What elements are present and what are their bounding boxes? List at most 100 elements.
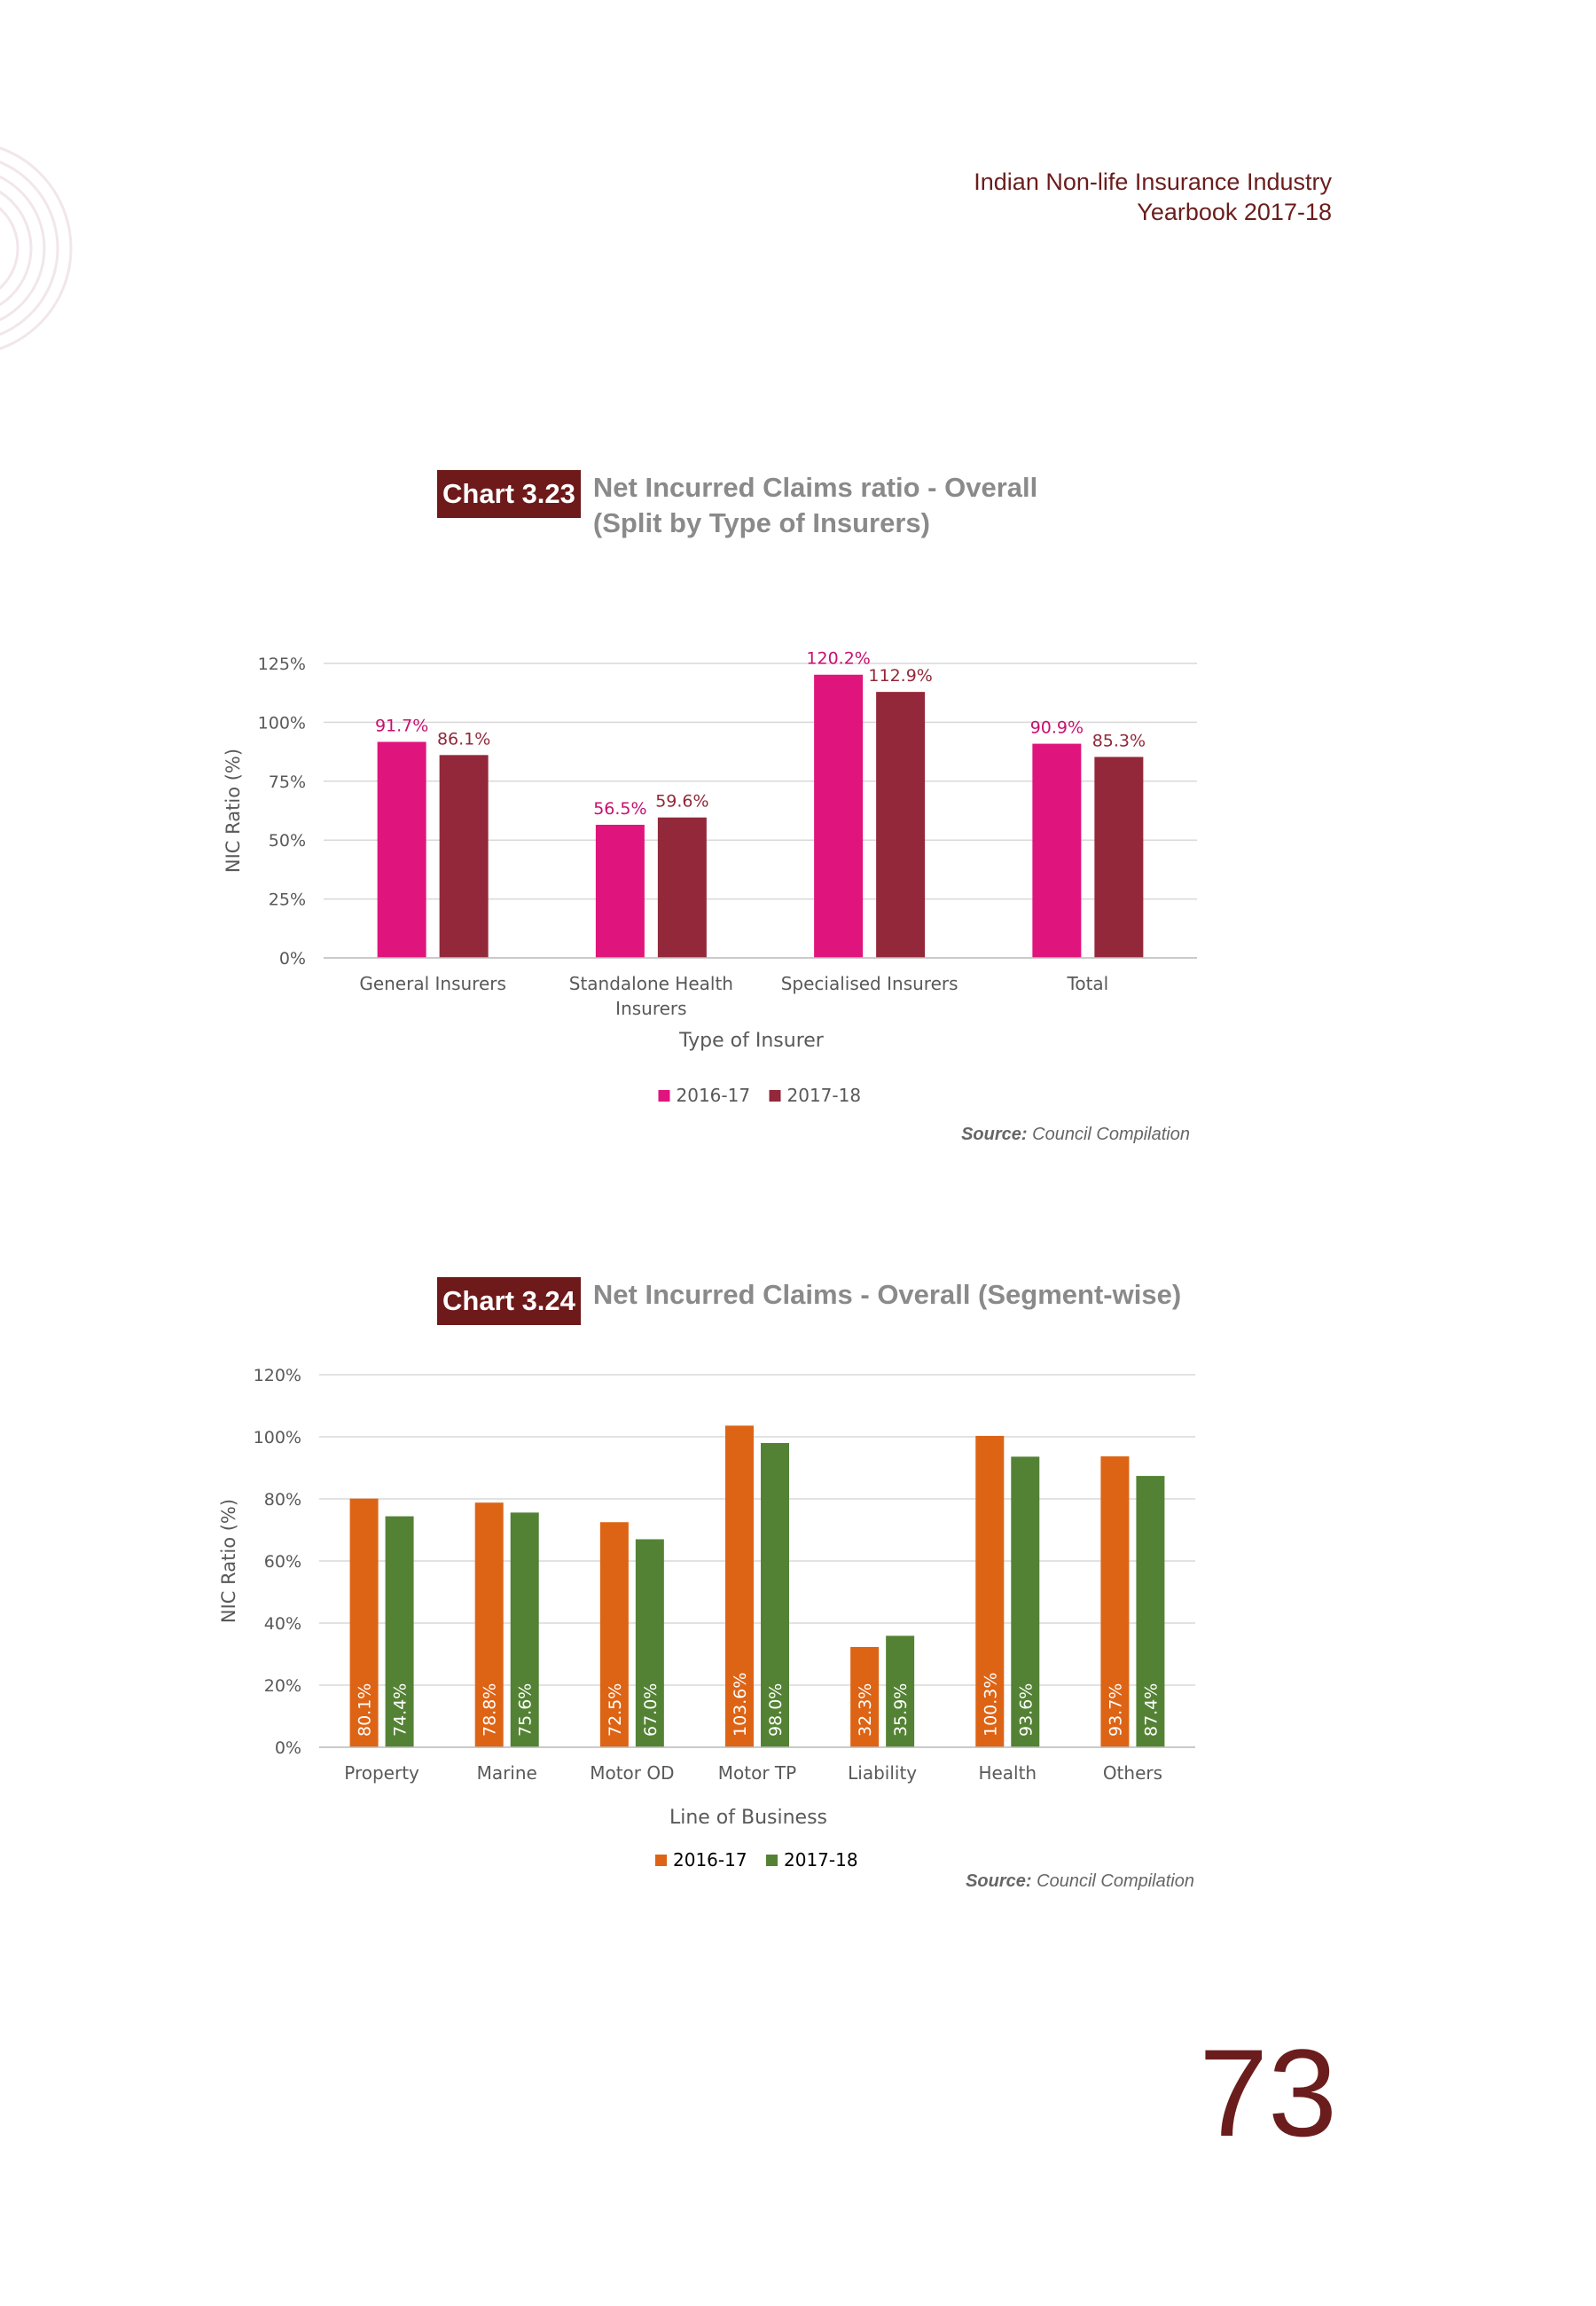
chart1-legend-swatch bbox=[769, 1090, 781, 1102]
chart1-bar bbox=[377, 741, 426, 958]
chart2-legend-label: 2017-18 bbox=[784, 1849, 858, 1871]
chart2-data-label: 67.0% bbox=[641, 1683, 661, 1737]
chart1-ytick-label: 25% bbox=[269, 890, 306, 910]
chart1-xlabel: Type of Insurer bbox=[678, 1030, 825, 1052]
chart2-data-label: 93.7% bbox=[1106, 1683, 1125, 1737]
chart1-data-label: 56.5% bbox=[593, 799, 646, 819]
chart2-bar bbox=[385, 1516, 414, 1747]
chart2-category-label: Health bbox=[978, 1762, 1037, 1784]
chart1-data-label: 86.1% bbox=[437, 729, 490, 749]
chart1-ylabel: NIC Ratio (%) bbox=[223, 749, 244, 873]
chart2-ytick-label: 100% bbox=[254, 1428, 301, 1447]
chart1-data-label: 112.9% bbox=[868, 666, 932, 686]
chart2-badge: Chart 3.24 bbox=[437, 1277, 581, 1325]
chart1-ytick-label: 50% bbox=[269, 831, 306, 851]
chart2-data-label: 35.9% bbox=[891, 1683, 911, 1737]
chart2-ytick-label: 40% bbox=[264, 1614, 301, 1634]
chart1-title: Net Incurred Claims ratio - Overall (Spl… bbox=[593, 470, 1037, 541]
chart1-bar bbox=[657, 817, 707, 958]
chart2-title-line1: Net Incurred Claims - Overall (Segment-w… bbox=[592, 1279, 1182, 1310]
chart1-data-label: 120.2% bbox=[806, 649, 870, 669]
chart2-ytick-label: 80% bbox=[264, 1490, 301, 1510]
chart1-category-label: Total bbox=[1067, 973, 1109, 994]
chart2-bar bbox=[725, 1425, 754, 1747]
chart2-bar bbox=[975, 1435, 1005, 1747]
chart1-heading: Chart 3.23 Net Incurred Claims ratio - O… bbox=[437, 470, 1037, 541]
chart2-data-label: 93.6% bbox=[1016, 1683, 1036, 1737]
chart2-data-label: 72.5% bbox=[606, 1683, 625, 1737]
chart2-data-label: 100.3% bbox=[981, 1673, 1000, 1737]
chart2-ytick-label: 0% bbox=[275, 1738, 301, 1758]
chart2-legend-swatch bbox=[766, 1855, 778, 1866]
chart2-category-label: Others bbox=[1103, 1762, 1162, 1784]
chart2-data-label: 78.8% bbox=[481, 1683, 500, 1737]
chart1-ytick-label: 125% bbox=[258, 655, 306, 674]
chart1-bar bbox=[439, 755, 489, 958]
chart2-source-text: Council Compilation bbox=[1037, 1871, 1194, 1891]
chart1-category-label: Standalone Health bbox=[569, 973, 733, 994]
chart1-bar bbox=[814, 674, 864, 958]
chart1-bar bbox=[1094, 757, 1144, 958]
chart1-source: Source: Council Compilation bbox=[961, 1125, 1190, 1145]
chart2-bar bbox=[599, 1522, 629, 1747]
chart1-source-text: Council Compilation bbox=[1032, 1125, 1190, 1144]
chart2-bar bbox=[1136, 1476, 1165, 1747]
chart2-bar bbox=[1100, 1456, 1130, 1747]
chart2-data-label: 87.4% bbox=[1141, 1683, 1161, 1737]
chart2-heading: Chart 3.24 Net Incurred Claims - Overall… bbox=[437, 1277, 1181, 1325]
chart2-title: Net Incurred Claims - Overall (Segment-w… bbox=[593, 1277, 1181, 1313]
chart2-bar bbox=[510, 1512, 539, 1747]
chart2-ytick-label: 120% bbox=[254, 1366, 301, 1385]
chart1-data-label: 59.6% bbox=[655, 792, 708, 812]
chart2-bar bbox=[635, 1539, 664, 1747]
chart2-source: Source: Council Compilation bbox=[966, 1871, 1194, 1892]
chart1-category-label: Specialised Insurers bbox=[781, 973, 958, 994]
chart2-category-label: Liability bbox=[848, 1762, 917, 1784]
chart1-bar bbox=[595, 824, 645, 958]
chart2-plot: 0% 20% 40% 60% 80% 100% 120% NIC Ratio (%) 80.1%… bbox=[218, 1366, 1195, 1871]
chart1-ytick-label: 100% bbox=[258, 713, 306, 733]
chart1-category-label: General Insurers bbox=[359, 973, 506, 994]
chart2-ylabel: NIC Ratio (%) bbox=[218, 1499, 239, 1623]
chart2-ytick-label: 60% bbox=[264, 1552, 301, 1572]
chart2-category-label: Motor TP bbox=[718, 1762, 796, 1784]
chart2-legend-label: 2016-17 bbox=[673, 1849, 747, 1871]
chart1-ytick-label: 75% bbox=[269, 773, 306, 792]
chart2-source-label: Source: bbox=[966, 1871, 1032, 1891]
chart2-bar bbox=[886, 1635, 915, 1747]
chart2-data-label: 98.0% bbox=[766, 1683, 786, 1737]
chart2-xlabel: Line of Business bbox=[669, 1807, 827, 1829]
chart2-bar bbox=[349, 1498, 379, 1747]
chart2-category-label: Property bbox=[344, 1762, 419, 1784]
chart1-title-line1: Net Incurred Claims ratio - Overall bbox=[592, 472, 1038, 503]
chart1-title-line2: (Split by Type of Insurers) bbox=[592, 507, 930, 538]
header-line-2: Yearbook 2017-18 bbox=[1137, 199, 1332, 225]
chart1-data-label: 85.3% bbox=[1092, 731, 1146, 750]
chart2-category-label: Marine bbox=[477, 1762, 537, 1784]
page-number: 73 bbox=[1199, 2023, 1337, 2162]
chart1-legend-label: 2017-18 bbox=[787, 1085, 862, 1106]
chart2-data-label: 74.4% bbox=[391, 1683, 411, 1737]
chart2-data-label: 103.6% bbox=[731, 1673, 750, 1737]
chart1-ytick-label: 0% bbox=[279, 949, 306, 969]
chart2-legend-swatch bbox=[655, 1855, 667, 1866]
chart1-source-label: Source: bbox=[961, 1125, 1028, 1144]
chart2-data-label: 80.1% bbox=[356, 1683, 375, 1737]
chart1-category-label: Insurers bbox=[615, 998, 686, 1019]
chart2-data-label: 75.6% bbox=[516, 1683, 536, 1737]
chart1-plot: 0% 25% 50% 75% 100% 125% NIC Ratio (%) 91.7% 86.… bbox=[223, 649, 1197, 1106]
chart1-legend-label: 2016-17 bbox=[677, 1085, 751, 1106]
chart2-bar bbox=[761, 1443, 789, 1747]
chart2-ytick-label: 20% bbox=[264, 1676, 301, 1696]
chart1-data-label: 91.7% bbox=[375, 716, 428, 735]
publication-header: Indian Non-life Insurance Industry Yearb… bbox=[974, 167, 1332, 227]
chart2-category-label: Motor OD bbox=[590, 1762, 674, 1784]
chart2-bar bbox=[1011, 1456, 1040, 1747]
chart1-bar bbox=[876, 692, 926, 958]
chart1-badge: Chart 3.23 bbox=[437, 470, 581, 518]
chart1-bar bbox=[1032, 743, 1082, 958]
chart2-bar bbox=[474, 1502, 504, 1747]
chart2-data-label: 32.3% bbox=[856, 1683, 875, 1737]
chart1-legend-swatch bbox=[658, 1090, 670, 1102]
chart1-data-label: 90.9% bbox=[1030, 718, 1084, 738]
